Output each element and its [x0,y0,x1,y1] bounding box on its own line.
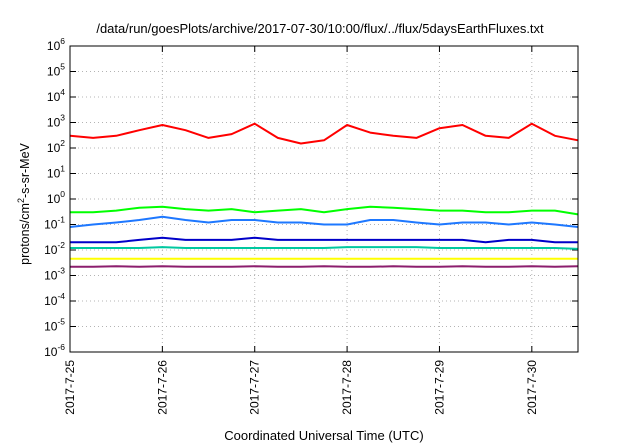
y-tick-label: 10-1 [44,215,65,232]
series-line [70,205,579,216]
y-axis-label: protons/cm2-s-sr-MeV [15,143,33,265]
y-tick-label: 10-2 [44,240,65,257]
series-line [70,246,579,250]
y-tick-label: 106 [47,36,65,53]
series-line [69,215,579,228]
y-tick-label: 10-4 [44,291,65,308]
x-tick-label: 2017-7-27 [248,360,262,415]
y-tick-label: 102 [47,138,65,155]
x-tick-label: 2017-7-30 [525,360,539,415]
y-tick-label: 100 [47,189,65,206]
y-tick-label: 101 [47,164,65,181]
x-axis-label: Coordinated Universal Time (UTC) [224,428,424,443]
y-tick-label: 105 [47,62,65,79]
x-tick-label: 2017-7-25 [63,360,77,415]
x-tick-label: 2017-7-29 [432,360,446,415]
y-tick-label: 10-6 [44,342,65,359]
x-tick-label: 2017-7-26 [155,360,169,415]
plot-frame [69,45,579,353]
y-tick-label: 10-5 [44,317,65,334]
x-tick-label: 2017-7-28 [340,360,354,415]
y-tick-label: 104 [47,87,65,104]
series-line [70,236,578,244]
y-tick-label: 103 [47,113,65,130]
series-line [69,122,579,145]
series-line [70,265,579,268]
y-tick-label: 10-3 [44,266,65,283]
chart-title: /data/run/goesPlots/archive/2017-07-30/1… [96,21,544,36]
